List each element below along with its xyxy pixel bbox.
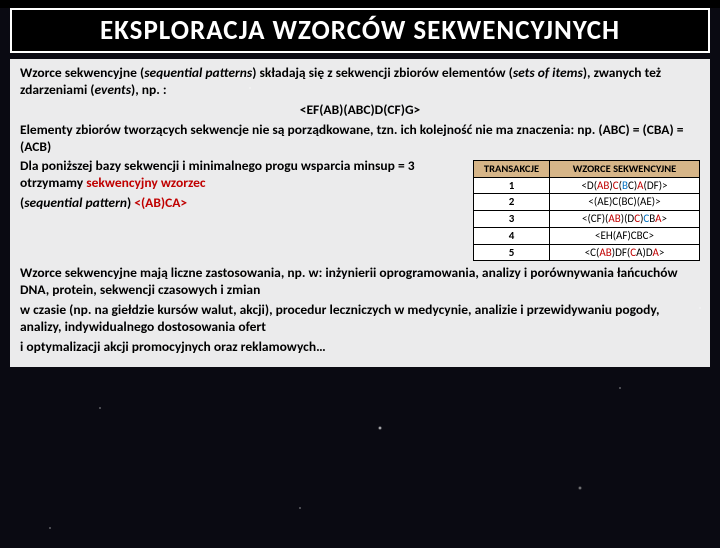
table-row: 2<(AE)C(BC)(AE)>: [474, 194, 700, 211]
para-2: Elementy zbiorów tworzących sekwencje ni…: [20, 122, 700, 156]
example-sequence: <EF(AB)(ABC)D(CF)G>: [20, 102, 700, 119]
para-7: i optymalizacji akcji promocyjnych oraz …: [20, 339, 700, 356]
table-row: 3<(CF)(AB)(DC)CBA>: [474, 211, 700, 228]
para-1: Wzorce sekwencyjne (sequential patterns)…: [20, 65, 700, 99]
th-patterns: WZORCE SEKWENCYJNE: [550, 161, 700, 177]
table-row: 5<C(AB)DF(CA)DA>: [474, 244, 700, 261]
slide-body: Wzorce sekwencyjne (sequential patterns)…: [10, 59, 710, 367]
th-trans: TRANSAKCJE: [474, 161, 550, 177]
table-row: 4<EH(AF)CBC>: [474, 227, 700, 244]
para-6: w czasie (np. na giełdzie kursów walut, …: [20, 302, 700, 336]
table-row: 1<D(AB)C(BC)A(DF)>: [474, 177, 700, 194]
para-5: Wzorce sekwencyjne mają liczne zastosowa…: [20, 265, 700, 299]
slide-title: EKSPLORACJA WZORCÓW SEKWENCYJNYCH: [10, 8, 710, 53]
sequence-table: TRANSAKCJE WZORCE SEKWENCYJNE 1<D(AB)C(B…: [473, 160, 700, 261]
